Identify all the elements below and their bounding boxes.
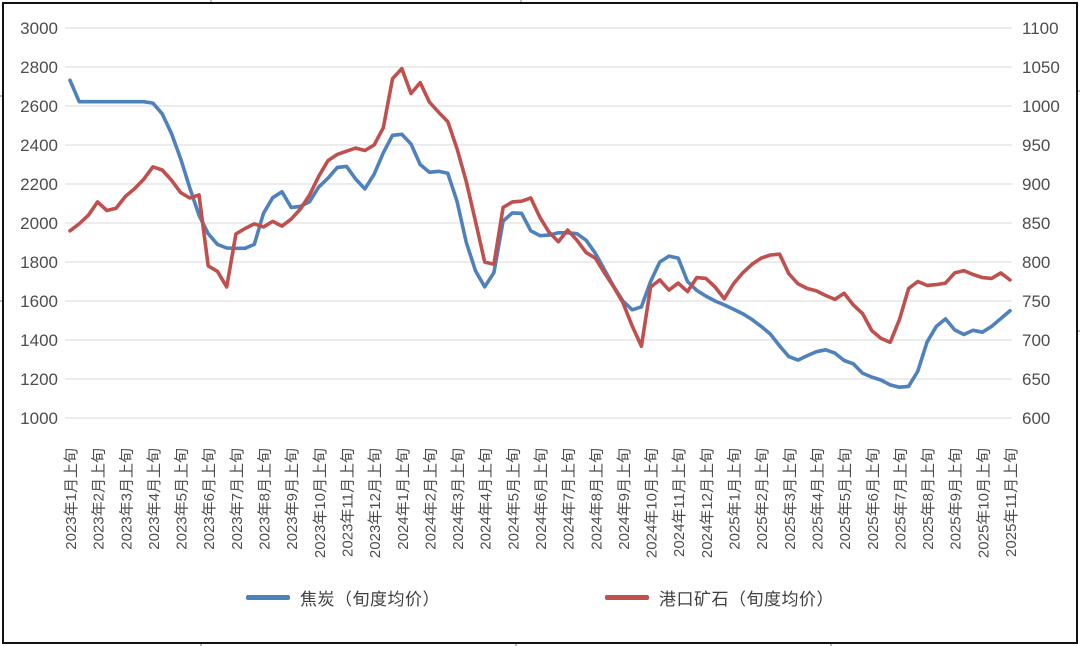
svg-text:650: 650 — [1022, 370, 1050, 389]
svg-text:2200: 2200 — [20, 175, 58, 194]
svg-text:2023年1月上旬: 2023年1月上旬 — [63, 448, 80, 550]
svg-text:950: 950 — [1022, 136, 1050, 155]
svg-text:2023年10月上旬: 2023年10月上旬 — [312, 448, 329, 558]
legend-item-coke[interactable]: 焦炭（旬度均价） — [246, 585, 440, 610]
svg-text:1000: 1000 — [1022, 97, 1060, 116]
svg-text:2023年6月上旬: 2023年6月上旬 — [201, 448, 218, 550]
svg-text:2025年10月上旬: 2025年10月上旬 — [975, 448, 992, 558]
svg-text:2024年2月上旬: 2024年2月上旬 — [422, 448, 439, 550]
svg-text:2024年1月上旬: 2024年1月上旬 — [395, 448, 412, 550]
svg-text:2023年7月上旬: 2023年7月上旬 — [229, 448, 246, 550]
svg-text:2024年6月上旬: 2024年6月上旬 — [533, 448, 550, 550]
ore-legend-label: 港口矿石（旬度均价） — [659, 590, 834, 609]
svg-text:2024年8月上旬: 2024年8月上旬 — [588, 448, 605, 550]
svg-text:2025年7月上旬: 2025年7月上旬 — [892, 448, 909, 550]
coke-line-swatch — [246, 595, 290, 600]
svg-text:1200: 1200 — [20, 370, 58, 389]
svg-text:2025年11月上旬: 2025年11月上旬 — [1003, 448, 1020, 557]
svg-text:700: 700 — [1022, 331, 1050, 350]
svg-text:2024年3月上旬: 2024年3月上旬 — [450, 448, 467, 550]
svg-text:2023年11月上旬: 2023年11月上旬 — [339, 448, 356, 557]
svg-text:750: 750 — [1022, 292, 1050, 311]
coke-legend-label: 焦炭（旬度均价） — [300, 590, 440, 609]
svg-text:900: 900 — [1022, 175, 1050, 194]
svg-text:2025年1月上旬: 2025年1月上旬 — [727, 448, 744, 550]
svg-text:2025年2月上旬: 2025年2月上旬 — [754, 448, 771, 550]
svg-text:2000: 2000 — [20, 214, 58, 233]
svg-text:2025年5月上旬: 2025年5月上旬 — [837, 448, 854, 550]
svg-text:1400: 1400 — [20, 331, 58, 350]
svg-text:1000: 1000 — [20, 409, 58, 428]
svg-text:2023年5月上旬: 2023年5月上旬 — [174, 448, 191, 550]
svg-text:2024年5月上旬: 2024年5月上旬 — [505, 448, 522, 550]
svg-text:1100: 1100 — [1022, 19, 1059, 38]
svg-text:2023年2月上旬: 2023年2月上旬 — [91, 448, 108, 550]
svg-text:2024年10月上旬: 2024年10月上旬 — [644, 448, 661, 558]
svg-text:2024年4月上旬: 2024年4月上旬 — [478, 448, 495, 550]
svg-text:2023年12月上旬: 2023年12月上旬 — [367, 448, 384, 558]
ore-line-swatch — [605, 595, 649, 600]
svg-text:2600: 2600 — [20, 97, 58, 116]
svg-text:2023年8月上旬: 2023年8月上旬 — [257, 448, 274, 550]
svg-text:600: 600 — [1022, 409, 1050, 428]
svg-text:850: 850 — [1022, 214, 1050, 233]
svg-text:2025年9月上旬: 2025年9月上旬 — [948, 448, 965, 550]
legend-item-ore[interactable]: 港口矿石（旬度均价） — [605, 585, 834, 610]
svg-text:2024年9月上旬: 2024年9月上旬 — [616, 448, 633, 550]
svg-text:800: 800 — [1022, 253, 1050, 272]
svg-text:2023年3月上旬: 2023年3月上旬 — [118, 448, 135, 550]
svg-text:2025年4月上旬: 2025年4月上旬 — [809, 448, 826, 550]
svg-text:2024年12月上旬: 2024年12月上旬 — [699, 448, 716, 558]
svg-text:2024年11月上旬: 2024年11月上旬 — [671, 448, 688, 557]
chart-legend: 焦炭（旬度均价） 港口矿石（旬度均价） — [0, 585, 1080, 610]
svg-text:2024年7月上旬: 2024年7月上旬 — [561, 448, 578, 550]
svg-text:2025年8月上旬: 2025年8月上旬 — [920, 448, 937, 550]
svg-text:2025年6月上旬: 2025年6月上旬 — [865, 448, 882, 550]
svg-text:2800: 2800 — [20, 58, 58, 77]
svg-text:2025年3月上旬: 2025年3月上旬 — [782, 448, 799, 550]
svg-text:3000: 3000 — [20, 19, 58, 38]
svg-text:2023年4月上旬: 2023年4月上旬 — [146, 448, 163, 550]
svg-text:1050: 1050 — [1022, 58, 1060, 77]
svg-text:1800: 1800 — [20, 253, 58, 272]
svg-text:2400: 2400 — [20, 136, 58, 155]
svg-text:2023年9月上旬: 2023年9月上旬 — [284, 448, 301, 550]
svg-text:1600: 1600 — [20, 292, 58, 311]
